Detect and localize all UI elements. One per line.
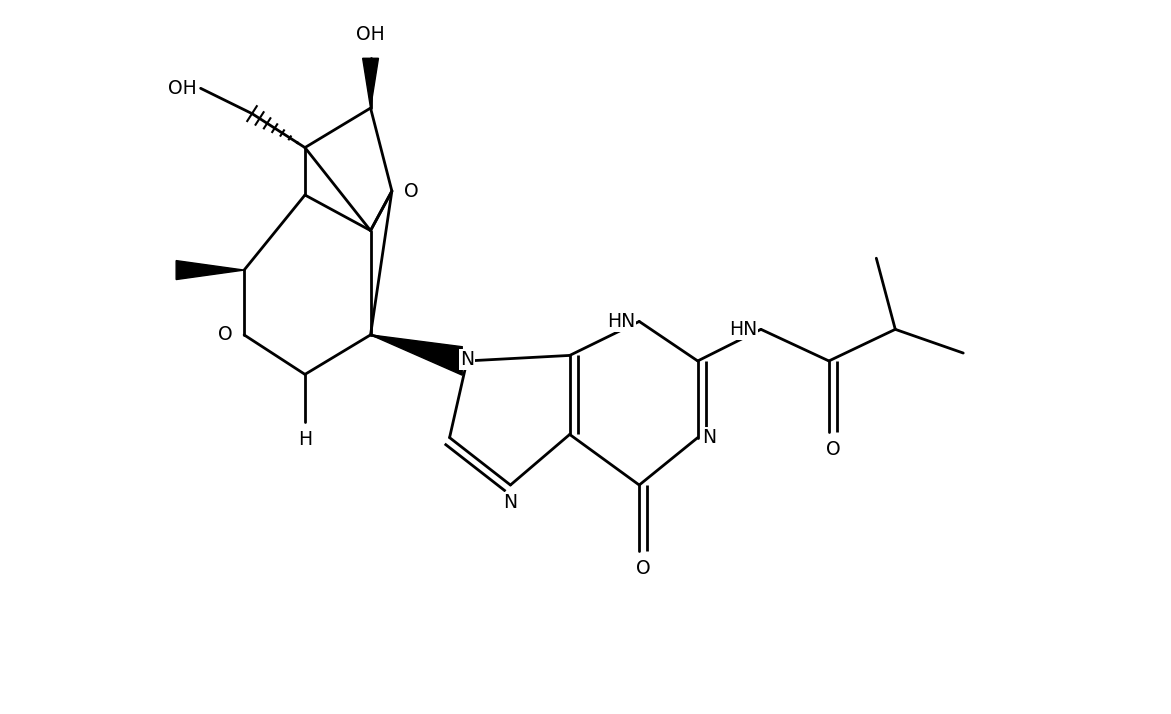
Polygon shape <box>370 335 463 375</box>
Text: OH: OH <box>167 79 197 98</box>
Text: N: N <box>504 493 518 512</box>
Text: HN: HN <box>607 312 636 331</box>
Text: O: O <box>826 440 840 459</box>
Text: N: N <box>460 350 474 369</box>
Text: O: O <box>218 326 232 344</box>
Text: O: O <box>636 558 651 578</box>
Text: N: N <box>701 428 715 447</box>
Text: HN: HN <box>728 320 756 339</box>
Polygon shape <box>176 261 244 280</box>
Text: OH: OH <box>356 25 385 44</box>
Text: H: H <box>297 430 311 448</box>
Text: O: O <box>404 181 418 201</box>
Polygon shape <box>363 59 378 108</box>
